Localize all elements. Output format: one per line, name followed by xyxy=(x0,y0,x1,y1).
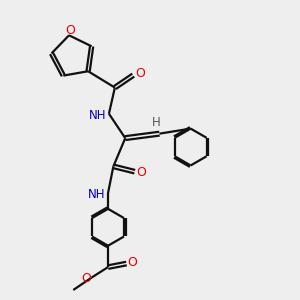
Text: O: O xyxy=(135,67,145,80)
Text: H: H xyxy=(152,116,161,129)
Text: O: O xyxy=(128,256,137,268)
Text: O: O xyxy=(136,166,146,179)
Text: O: O xyxy=(81,272,91,286)
Text: NH: NH xyxy=(89,109,106,122)
Text: O: O xyxy=(66,24,75,37)
Text: NH: NH xyxy=(88,188,106,201)
